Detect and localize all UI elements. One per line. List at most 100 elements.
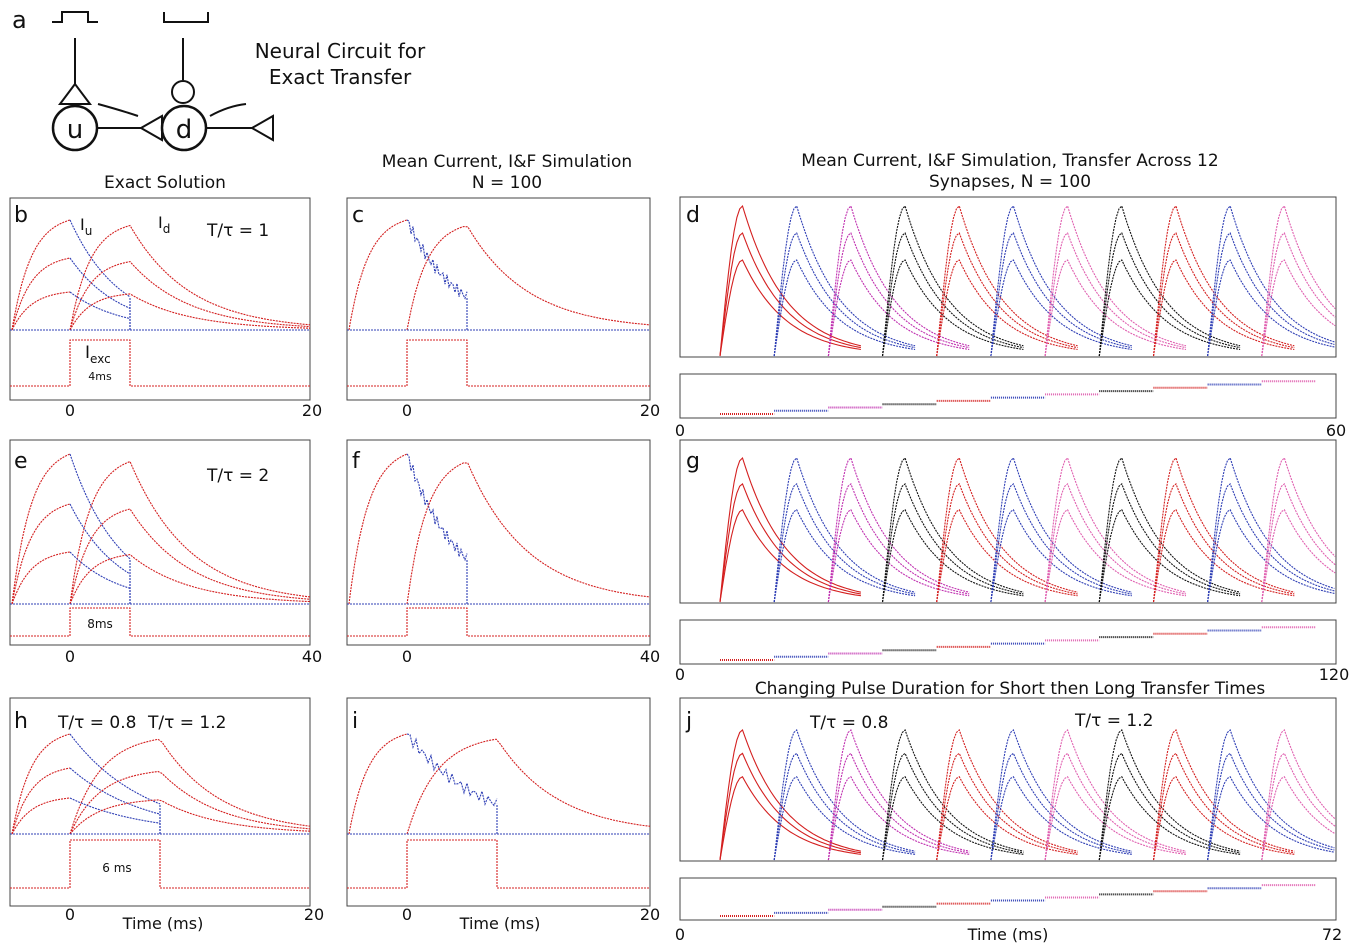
tick-c-0: 0 (402, 401, 412, 420)
curve-d-synapse-1-trace-1 (773, 232, 916, 357)
curve-d-synapse-5-trace-0 (990, 204, 1132, 357)
panel-f-frame (346, 439, 651, 646)
curve-g-synapse-9-trace-2 (1207, 509, 1335, 603)
panel-j-raster-frame (679, 877, 1337, 921)
curve-h-downstream-1 (69, 770, 311, 835)
curve-d-synapse-1-trace-0 (773, 204, 916, 357)
curve-b-upstream-decay-1 (69, 257, 131, 309)
curve-i-upstream-decay-0 (406, 733, 498, 807)
panel-g-raster-frame (679, 619, 1337, 665)
panel-letter-h: h (14, 709, 28, 734)
curve-j-synapse-5-trace-1 (990, 752, 1132, 861)
curve-b-pulse (10, 339, 310, 387)
curve-c-pulse (347, 339, 650, 387)
curve-b-upstream-rise-1 (11, 257, 71, 331)
panel-h-frame (9, 697, 311, 907)
curve-h-downstream-0 (69, 738, 311, 835)
panel-e-frame (9, 439, 311, 646)
curve-g-synapse-2-trace-1 (827, 482, 970, 603)
panel-c-frame (346, 197, 651, 401)
panel-letter-a: a (12, 6, 27, 34)
curve-d-synapse-0-trace-2 (719, 259, 861, 357)
label-iexc: Iexc (85, 343, 111, 366)
curve-d-synapse-2-trace-2 (827, 259, 970, 357)
curve-g-synapse-4-trace-0 (936, 456, 1078, 603)
curve-d-synapse-10-trace-0 (1261, 204, 1336, 357)
panel-i-frame (346, 697, 651, 907)
inhibitory-synapse-icon (171, 80, 195, 104)
curve-d-synapse-8-trace-1 (1152, 232, 1295, 357)
curve-e-upstream-decay-2 (69, 551, 131, 589)
curve-g-synapse-0-trace-2 (719, 509, 861, 603)
curve-e-pulse (10, 607, 310, 637)
curve-d-synapse-9-trace-0 (1207, 204, 1335, 357)
curve-b-downstream-0 (69, 224, 311, 331)
tick-c-20: 20 (640, 401, 660, 420)
label-id: Id (158, 213, 170, 236)
curve-e-downstream-2 (69, 554, 311, 605)
curve-j-synapse-6-trace-0 (1044, 729, 1187, 861)
curve-g-synapse-5-trace-2 (990, 509, 1132, 603)
curve-d-synapse-7-trace-2 (1098, 259, 1241, 357)
curve-g-synapse-7-trace-0 (1098, 456, 1241, 603)
curve-g-synapse-9-trace-1 (1207, 482, 1335, 603)
column-title-mean-line1: Mean Current, I&F Simulation (382, 152, 632, 172)
panel-letter-f: f (352, 449, 361, 474)
curve-d-synapse-0-trace-1 (719, 232, 861, 357)
curve-h-upstream-decay-1 (69, 767, 161, 815)
pulse-label-b: 4ms (88, 370, 112, 383)
curve-g-synapse-2-trace-0 (827, 456, 970, 603)
curve-b-upstream-decay-0 (69, 219, 131, 298)
curve-j-synapse-3-trace-1 (881, 752, 1024, 861)
curve-e-upstream-rise-2 (11, 551, 71, 605)
curve-g-synapse-4-trace-2 (936, 509, 1078, 603)
tick-e-0: 0 (65, 647, 75, 666)
curve-j-synapse-10-trace-0 (1261, 729, 1336, 861)
curve-d-synapse-8-trace-0 (1152, 204, 1295, 357)
curve-d-synapse-7-trace-0 (1098, 204, 1241, 357)
title-changing-pulse: Changing Pulse Duration for Short then L… (755, 679, 1266, 699)
curve-d-synapse-5-trace-1 (990, 232, 1132, 357)
curve-j-synapse-1-trace-1 (773, 752, 916, 861)
panel-letter-j: j (685, 709, 692, 734)
curve-j-synapse-1-trace-0 (773, 729, 916, 861)
curve-d-synapse-6-trace-0 (1044, 204, 1187, 357)
pulse-icon-up (52, 11, 98, 23)
curve-d-synapse-9-trace-2 (1207, 259, 1335, 357)
curve-g-synapse-1-trace-2 (773, 509, 916, 603)
curve-g-synapse-10-trace-0 (1261, 456, 1336, 603)
pulse-label-h: 6 ms (102, 861, 131, 875)
curve-i-pulse (347, 839, 650, 889)
curve-g-synapse-7-trace-2 (1098, 509, 1241, 603)
curve-g-synapse-1-trace-1 (773, 482, 916, 603)
curve-d-synapse-4-trace-1 (936, 232, 1078, 357)
curve-h-pulse (10, 839, 310, 889)
curve-i-downstream-0 (406, 738, 651, 835)
ratio-label-b: T/τ = 1 (206, 221, 269, 241)
tick-e-40: 40 (302, 647, 322, 666)
ratio-label-j1: T/τ = 0.8 (809, 713, 888, 733)
curve-d-synapse-5-trace-2 (990, 259, 1132, 357)
neuron-d-label: d (176, 115, 193, 145)
column-title-transfer-line2: Synapses, N = 100 (929, 172, 1091, 192)
curve-d-synapse-8-trace-2 (1152, 259, 1295, 357)
panel-letter-d: d (686, 203, 700, 228)
tick-f-0: 0 (402, 647, 412, 666)
panel-b-frame (9, 197, 311, 401)
curve-j-synapse-0-trace-1 (719, 752, 861, 861)
tick-i-0: 0 (402, 905, 412, 924)
curve-g-synapse-7-trace-1 (1098, 482, 1241, 603)
curve-c-upstream-rise-0 (348, 219, 408, 331)
ratio-label-e: T/τ = 2 (206, 466, 269, 486)
gating-synapse-icon (138, 114, 163, 142)
curve-g-synapse-6-trace-1 (1044, 482, 1187, 603)
curve-d-synapse-7-trace-1 (1098, 232, 1241, 357)
curve-j-synapse-2-trace-1 (827, 752, 970, 861)
curve-g-synapse-5-trace-1 (990, 482, 1132, 603)
label-iu: Iu (80, 215, 92, 238)
curve-j-synapse-5-trace-0 (990, 729, 1132, 861)
curve-d-synapse-1-trace-2 (773, 259, 916, 357)
curve-h-upstream-rise-2 (11, 797, 71, 835)
curve-c-upstream-decay-0 (406, 219, 468, 300)
curve-d-synapse-6-trace-1 (1044, 232, 1187, 357)
